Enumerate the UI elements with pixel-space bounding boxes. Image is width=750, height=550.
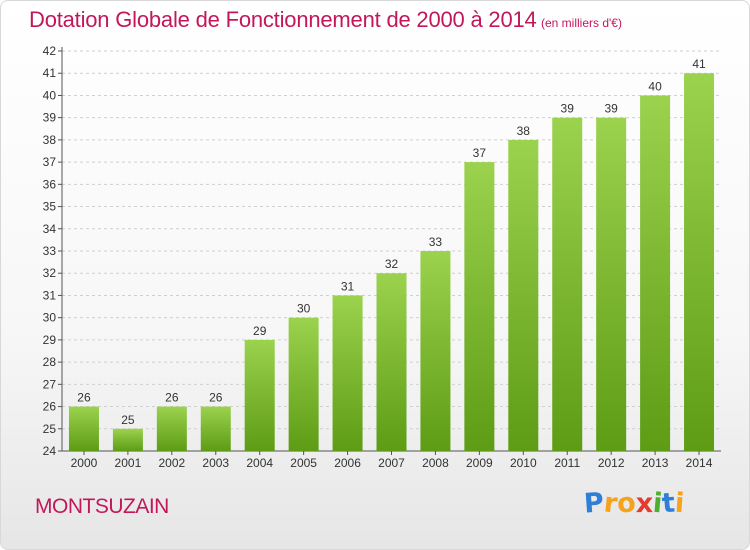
bar-value-label: 32 (385, 257, 399, 271)
y-tick-label: 28 (43, 355, 57, 369)
bar-value-label: 41 (692, 57, 706, 71)
bar-value-label: 30 (297, 302, 311, 316)
bar-2010 (508, 139, 539, 451)
bar-2000 (68, 406, 99, 451)
y-tick-label: 40 (43, 88, 57, 102)
y-tick-label: 31 (43, 288, 57, 302)
x-tick-label: 2013 (642, 456, 669, 470)
y-tick-label: 26 (43, 400, 57, 414)
y-tick-label: 41 (43, 66, 57, 80)
bar-value-label: 40 (648, 79, 662, 93)
x-tick-label: 2007 (378, 456, 405, 470)
x-tick-label: 2011 (554, 456, 580, 470)
y-tick-label: 38 (43, 133, 57, 147)
labels: 24 25 26 27 28 29 30 31 32 33 34 35 36 37 38 39 40 41 42 26… (43, 44, 713, 470)
bar-2008 (420, 251, 451, 451)
bar-value-label: 39 (561, 102, 575, 116)
bar-2013 (640, 95, 671, 451)
x-tick-label: 2008 (422, 456, 449, 470)
bar-value-label: 31 (341, 279, 355, 293)
bars (68, 73, 715, 452)
bar-value-label: 26 (165, 391, 179, 405)
bar-2007 (376, 273, 407, 451)
bar-value-label: 38 (517, 124, 531, 138)
x-tick-label: 2000 (71, 456, 98, 470)
y-tick-label: 34 (43, 222, 57, 236)
x-tick-label: 2012 (598, 456, 625, 470)
y-tick-label: 35 (43, 200, 57, 214)
logo-letter: i (674, 487, 686, 520)
bar-2001 (112, 428, 143, 451)
chart-title: Dotation Globale de Fonctionnement de 20… (29, 7, 537, 32)
bar-value-label: 29 (253, 324, 267, 338)
y-tick-label: 42 (43, 44, 57, 58)
x-tick-label: 2004 (246, 456, 273, 470)
x-tick-label: 2010 (510, 456, 537, 470)
logo-letter: x (635, 488, 654, 519)
y-tick-label: 37 (43, 155, 57, 169)
bar-2003 (200, 406, 231, 451)
bar-value-label: 33 (429, 235, 443, 249)
y-tick-label: 32 (43, 266, 57, 280)
commune-name: MONTSUZAIN (35, 495, 169, 518)
y-tick-label: 27 (43, 377, 57, 391)
y-tick-label: 29 (43, 333, 57, 347)
logo-letter: P (582, 487, 605, 520)
bar-2014 (684, 73, 715, 451)
y-tick-label: 36 (43, 177, 57, 191)
bar-value-label: 26 (77, 391, 91, 405)
logo-letter: o (615, 487, 638, 520)
x-tick-label: 2001 (115, 456, 142, 470)
x-tick-label: 2009 (466, 456, 493, 470)
x-tick-label: 2005 (290, 456, 317, 470)
y-tick-label: 39 (43, 111, 57, 125)
x-tick-label: 2003 (202, 456, 229, 470)
bar-2005 (288, 317, 319, 451)
bar-2002 (156, 406, 187, 451)
bar-value-label: 26 (209, 391, 223, 405)
y-tick-label: 33 (43, 244, 57, 258)
y-tick-label: 24 (43, 444, 57, 458)
bar-value-label: 37 (473, 146, 487, 160)
bar-value-label: 25 (121, 413, 135, 427)
bar-2006 (332, 295, 363, 451)
x-tick-label: 2014 (686, 456, 713, 470)
bar-2012 (596, 117, 627, 452)
x-tick-label: 2002 (158, 456, 185, 470)
bar-2004 (244, 339, 275, 451)
y-tick-label: 25 (43, 422, 57, 436)
x-tick-label: 2006 (334, 456, 361, 470)
bar-value-label: 39 (604, 102, 618, 116)
chart-subtitle: (en milliers d'€) (541, 16, 622, 30)
bar-2011 (552, 117, 583, 452)
bar-2009 (464, 162, 495, 451)
proxiti-logo: Proxiti (582, 487, 686, 520)
y-tick-label: 30 (43, 311, 57, 325)
